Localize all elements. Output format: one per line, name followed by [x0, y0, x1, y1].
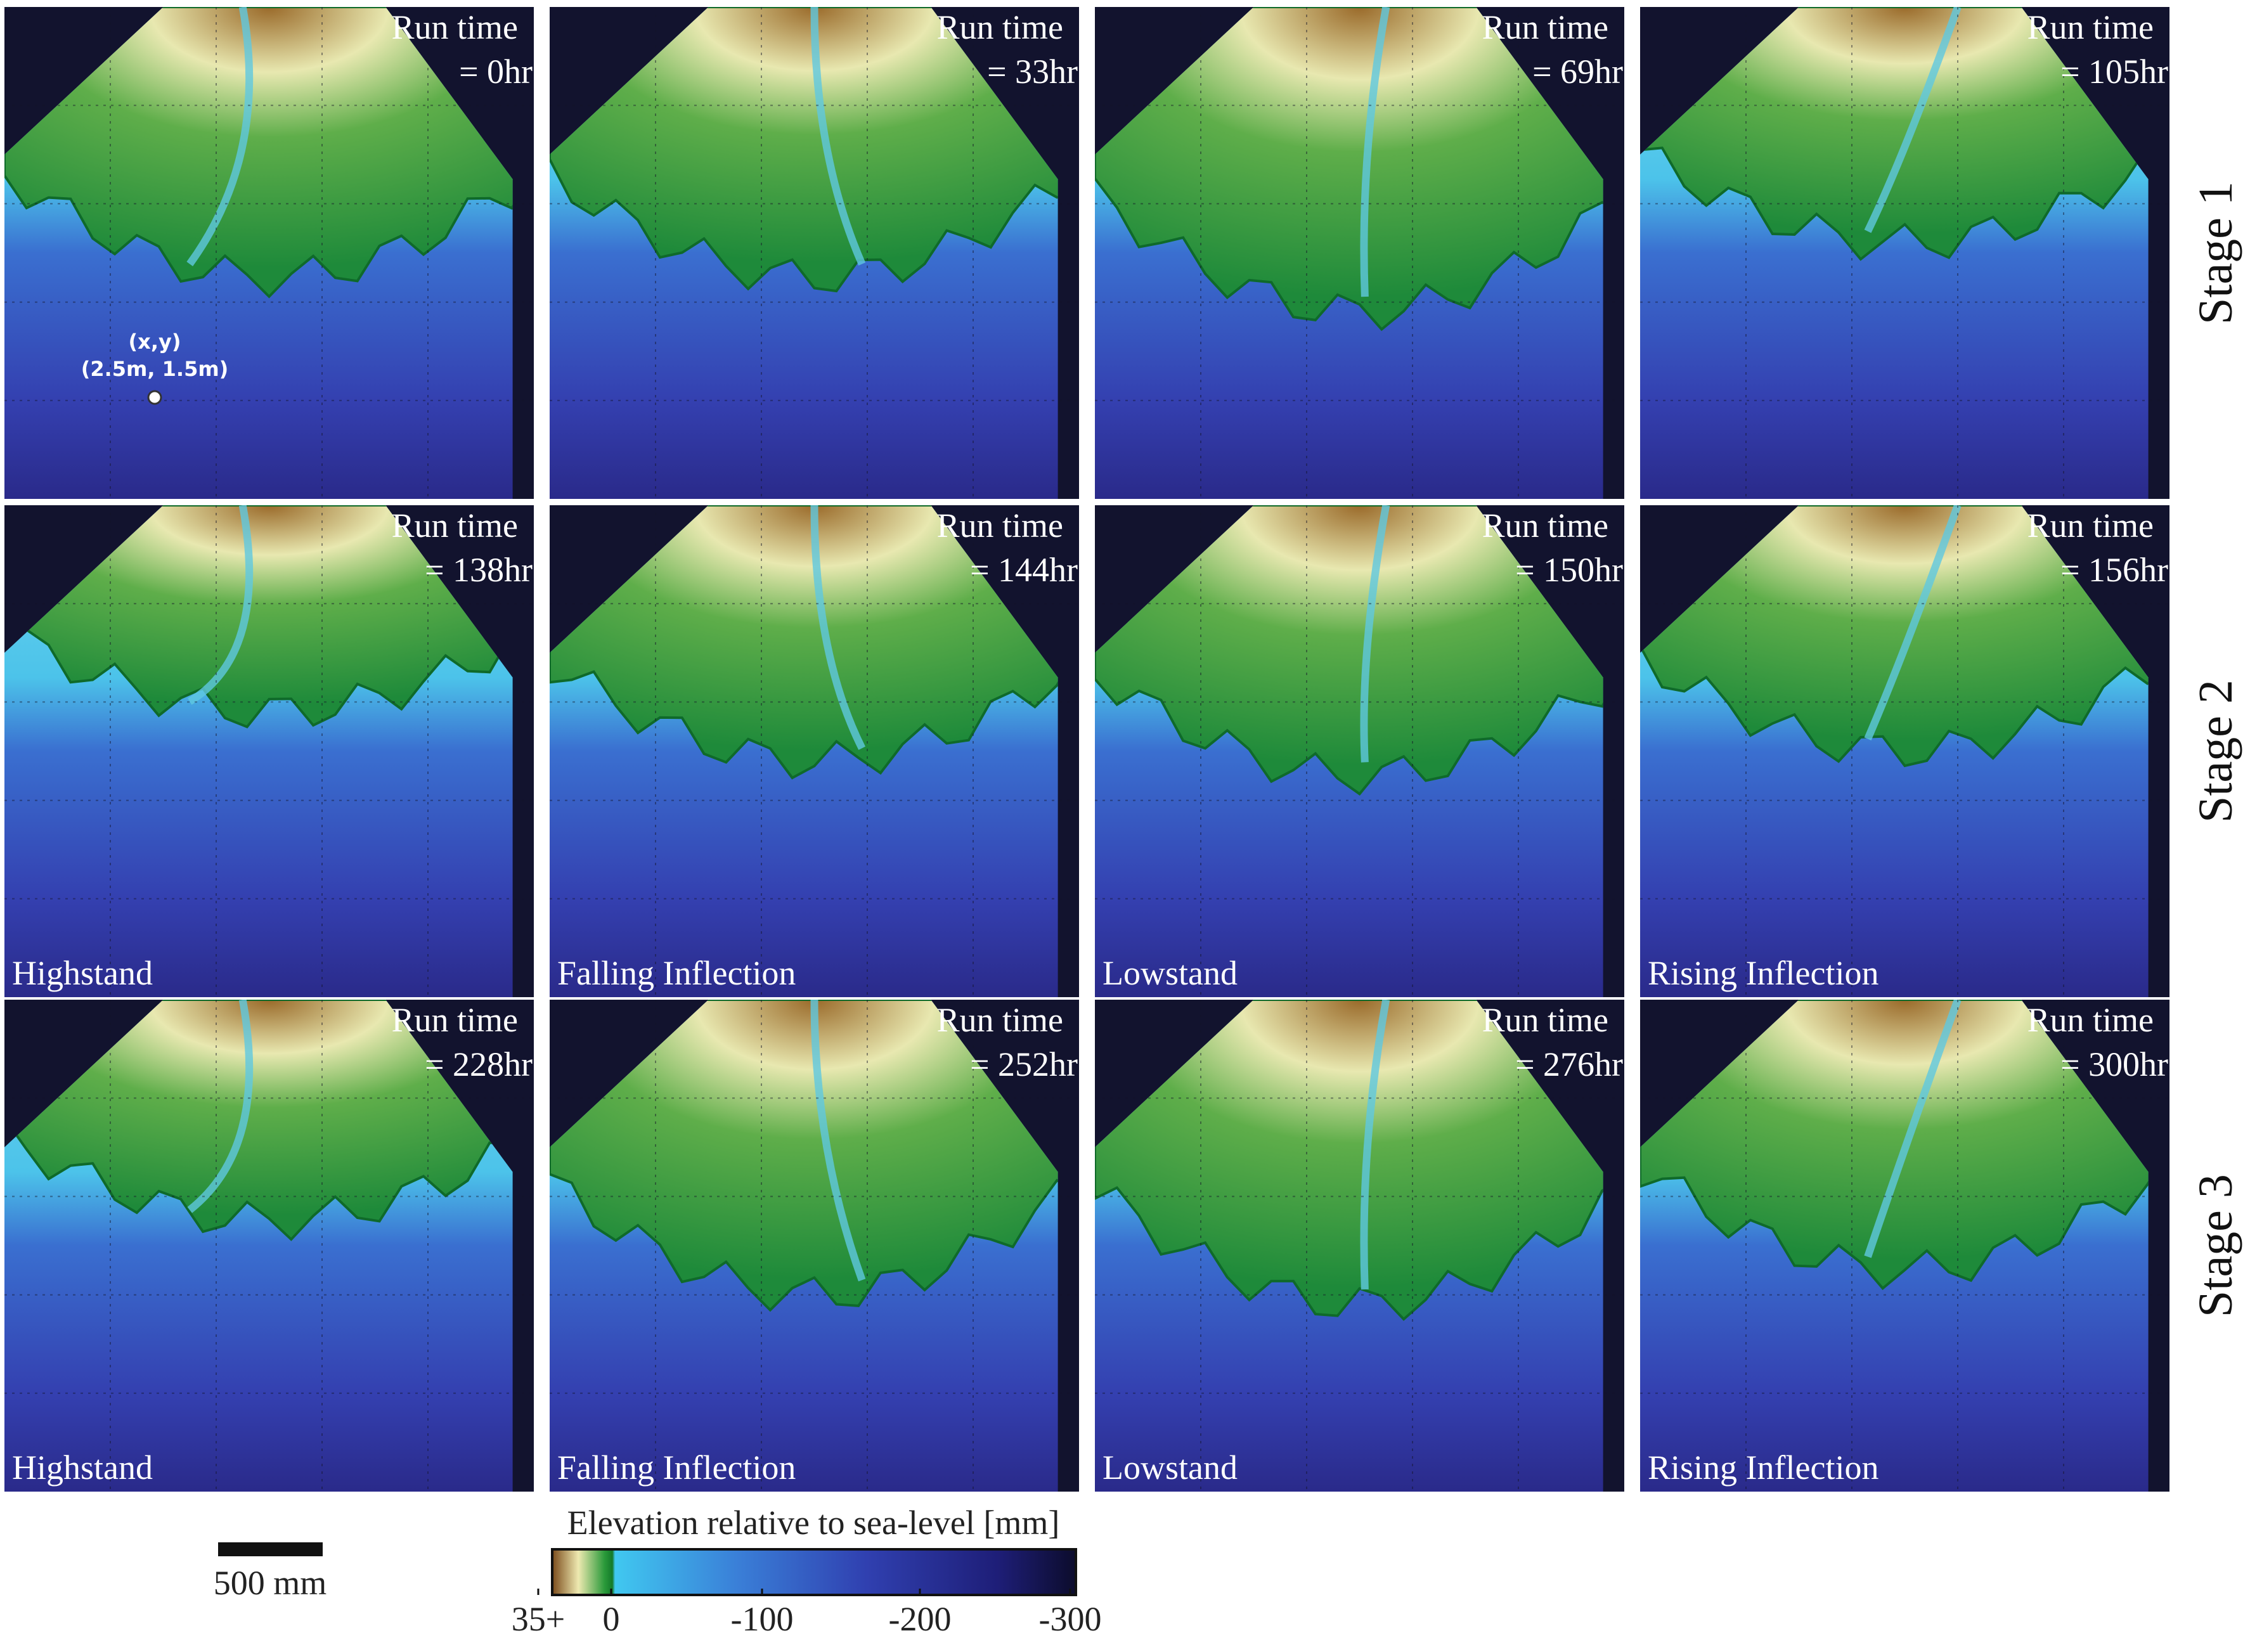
run-time-label: Run time: [1482, 507, 1609, 545]
channel: [1360, 1000, 1390, 1290]
basin: [1640, 505, 2149, 997]
run-time-label: Run time: [2027, 507, 2154, 545]
run-time-value: = 144hr: [970, 551, 1078, 589]
run-time-value: = 228hr: [425, 1045, 533, 1083]
panel: Run time = 228hr Highstand: [4, 1000, 534, 1492]
annotation-point: [147, 390, 162, 405]
channel: [186, 7, 254, 266]
colorbar-tick-label: -300: [1039, 1600, 1102, 1638]
panel: Run time = 252hr Falling Inflection: [550, 1000, 1079, 1492]
basin: [550, 1000, 1058, 1492]
channel: [187, 1000, 254, 1213]
channel: [1864, 505, 1962, 740]
basin: [1095, 1000, 1603, 1492]
colorbar-tick-label: -100: [731, 1600, 794, 1638]
basin: [1640, 1000, 2149, 1492]
colorbar-tick-label: 0: [603, 1600, 620, 1638]
run-time-value: = 105hr: [2060, 53, 2168, 91]
phase-label: Highstand: [12, 954, 153, 992]
run-time-value: = 0hr: [459, 53, 533, 91]
basin: [4, 1000, 513, 1492]
panel: Run time = 300hr Rising Inflection: [1640, 1000, 2169, 1492]
basin: [1095, 7, 1603, 499]
channel: [1864, 7, 1962, 233]
colorbar-tick-label: 35+: [512, 1600, 565, 1638]
run-time-value: = 252hr: [970, 1045, 1078, 1083]
run-time-value: = 300hr: [2060, 1045, 2168, 1083]
delta-land: [550, 7, 1058, 293]
channel: [810, 7, 866, 266]
phase-label: Rising Inflection: [1648, 1449, 1878, 1487]
delta-land: [1640, 505, 2149, 768]
basin: [1640, 7, 2149, 499]
phase-label: Highstand: [12, 1449, 153, 1487]
run-time-label: Run time: [2027, 8, 2154, 46]
run-time-label: Run time: [937, 507, 1064, 545]
basin: [4, 7, 513, 499]
channel: [810, 1000, 866, 1282]
stage-label: Stage 2: [2189, 680, 2242, 823]
phase-label: Falling Inflection: [557, 1449, 796, 1487]
delta-land: [1640, 7, 2149, 261]
panel: Run time = 138hr Highstand: [4, 505, 534, 997]
panel: Run time = 0hr: [4, 7, 534, 499]
colorbar-title: Elevation relative to sea-level [mm]: [567, 1504, 1060, 1542]
run-time-value: = 156hr: [2060, 551, 2168, 589]
panel: Run time = 150hr Lowstand: [1095, 505, 1624, 997]
run-time-value: = 138hr: [425, 551, 533, 589]
delta-land: [4, 7, 513, 299]
stage-label: Stage 3: [2189, 1174, 2242, 1317]
run-time-value: = 150hr: [1515, 551, 1623, 589]
panel: Run time = 69hr: [1095, 7, 1624, 499]
scale-bar-label: 500 mm: [214, 1564, 327, 1602]
panel: Run time = 105hr: [1640, 7, 2169, 499]
panel: Run time = 276hr Lowstand: [1095, 1000, 1624, 1492]
phase-label: Rising Inflection: [1648, 954, 1878, 992]
channel: [1864, 1000, 1962, 1258]
colorbar: [551, 1548, 1077, 1596]
scale-bar: [218, 1542, 323, 1556]
panel: Run time = 156hr Rising Inflection: [1640, 505, 2169, 997]
run-time-value: = 276hr: [1515, 1045, 1623, 1083]
run-time-label: Run time: [1482, 8, 1609, 46]
annotation-coords: (2.5m, 1.5m): [81, 357, 229, 381]
delta-land: [4, 505, 513, 729]
basin: [550, 7, 1058, 499]
channel: [810, 505, 866, 751]
run-time-value: = 33hr: [987, 53, 1078, 91]
channel: [1360, 7, 1390, 297]
stage-label: Stage 1: [2189, 181, 2242, 325]
phase-label: Lowstand: [1102, 954, 1238, 992]
basin: [4, 505, 513, 997]
run-time-label: Run time: [392, 1001, 519, 1039]
delta-land: [1095, 1000, 1603, 1321]
panel: Run time = 33hr: [550, 7, 1079, 499]
annotation-label: (x,y): [129, 330, 181, 354]
run-time-label: Run time: [1482, 1001, 1609, 1039]
run-time-label: Run time: [392, 8, 519, 46]
channel: [1360, 505, 1390, 763]
basin: [550, 505, 1058, 997]
phase-label: Falling Inflection: [557, 954, 796, 992]
phase-label: Lowstand: [1102, 1449, 1238, 1487]
basin: [1095, 505, 1603, 997]
channel: [188, 505, 254, 705]
run-time-label: Run time: [937, 8, 1064, 46]
delta-land: [550, 505, 1058, 780]
run-time-value: = 69hr: [1532, 53, 1623, 91]
run-time-label: Run time: [392, 507, 519, 545]
run-time-label: Run time: [937, 1001, 1064, 1039]
colorbar-tick-label: -200: [889, 1600, 952, 1638]
panel: Run time = 144hr Falling Inflection: [550, 505, 1079, 997]
delta-land: [1095, 505, 1603, 796]
run-time-label: Run time: [2027, 1001, 2154, 1039]
delta-land: [1095, 7, 1603, 332]
delta-land: [4, 1000, 513, 1241]
delta-land: [550, 1000, 1058, 1312]
